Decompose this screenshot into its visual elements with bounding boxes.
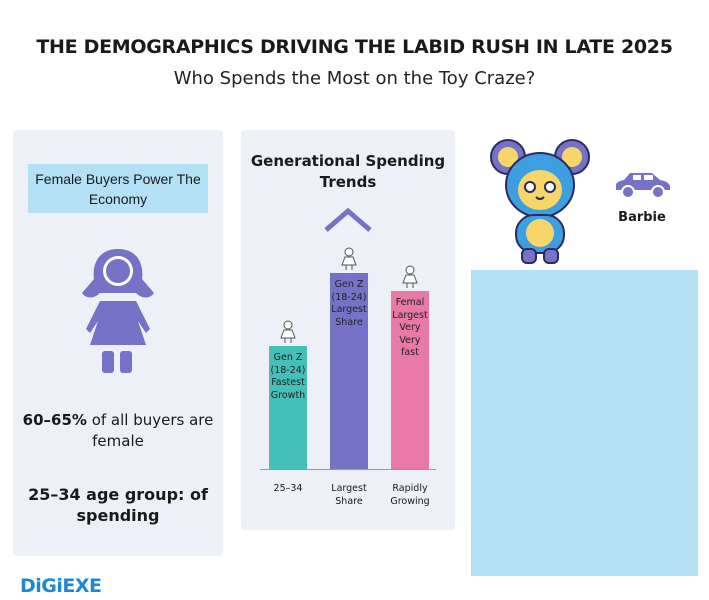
female-share-text: of all buyers are female [86,411,214,450]
bar-label: 25–34 [273,483,303,494]
girl-figure-icon [279,319,297,349]
car-icon [616,173,670,199]
female-share-stat: 60–65% of all buyers are female [13,410,223,452]
bar-label: Rapidly Growing [390,483,430,507]
brand-logo: DiGiEXE [20,575,102,597]
mascot-illustration [490,135,590,271]
girl-figure-icon [401,264,419,294]
bar-2: Femal Largest Very Very fast [391,291,429,469]
page-subtitle: Who Spends the Most on the Toy Craze? [173,68,536,89]
car-label: Barbie [618,210,666,225]
female-share-value: 60–65% [22,411,87,429]
up-chevron-icon [324,207,372,232]
bar-0: Gen Z (18-24) Fastest Growth [269,346,307,469]
chart-baseline [260,469,436,470]
chart-title: Generational Spending Trends [250,152,446,191]
girl-icon [82,249,154,373]
page-title: THE DEMOGRAPHICS DRIVING THE LABID RUSH … [36,36,673,58]
age-group-stat: 25–34 age group: of spending [28,485,208,525]
girl-figure-icon [340,246,358,276]
bar-label: Largest Share [331,483,367,507]
bar-1: Gen Z (18-24) Largest Share [330,273,368,469]
female-buyers-badge: Female Buyers Power The Economy [28,164,208,213]
blank-blue-panel [471,270,698,576]
